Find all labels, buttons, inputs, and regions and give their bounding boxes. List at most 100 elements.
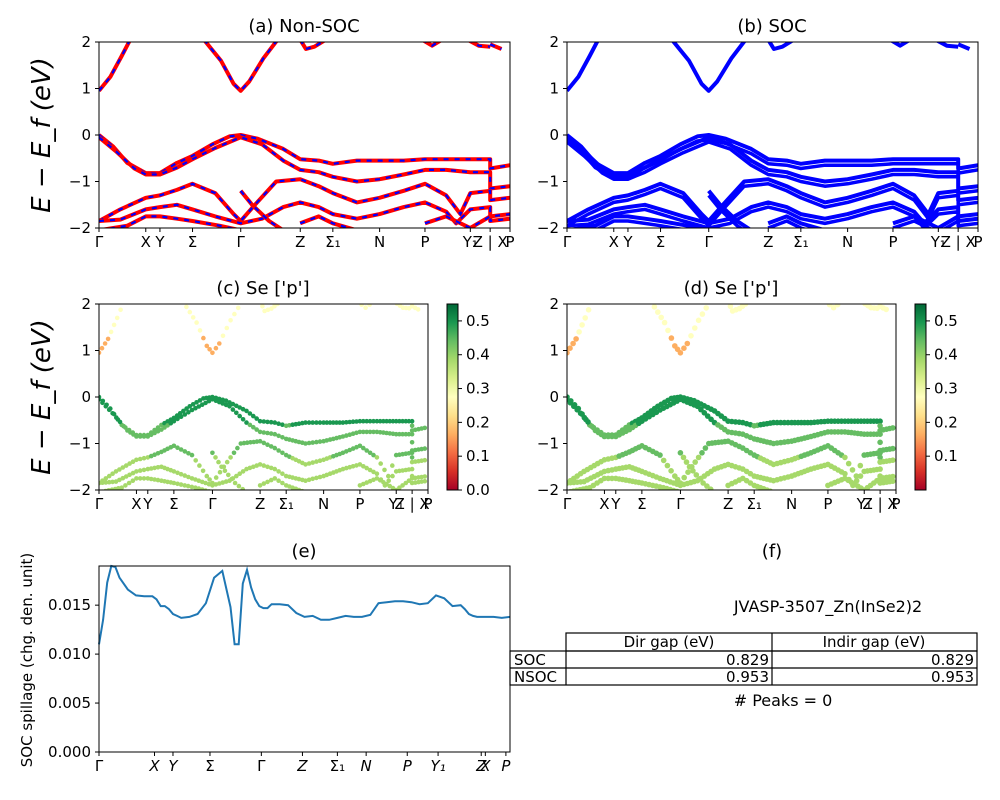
scatter-point	[727, 304, 734, 310]
scatter-point	[657, 452, 663, 458]
scatter-point	[114, 315, 120, 321]
x-tick-label: Y	[610, 495, 621, 513]
scatter-point	[268, 419, 274, 425]
scatter-point	[280, 480, 285, 486]
scatter-point	[189, 484, 195, 490]
scatter-point	[213, 345, 219, 351]
y-tick-label: 0.000	[48, 743, 91, 761]
scatter-point	[877, 466, 883, 472]
scatter-point	[148, 432, 154, 438]
scatter-point	[422, 425, 428, 431]
scatter-point	[668, 335, 675, 341]
scatter-point	[321, 420, 326, 425]
scatter-point	[579, 322, 585, 328]
x-tick-label: Σ₁	[746, 495, 762, 513]
scatter-point	[111, 322, 117, 328]
scatter-point	[361, 429, 366, 435]
scatter-point	[276, 421, 281, 427]
x-tick-label: P	[823, 495, 832, 513]
band-line	[892, 216, 978, 228]
scatter-point	[367, 450, 373, 456]
scatter-point	[100, 400, 105, 406]
scatter-point	[310, 440, 316, 445]
colorbar-tick-label: 0.4	[466, 346, 490, 364]
scatter-point	[134, 469, 139, 474]
scatter-point	[857, 462, 864, 469]
scatter-point	[374, 471, 380, 477]
x-tick-label: Z | X	[473, 233, 508, 251]
scatter-point	[237, 405, 242, 410]
y-tick-label: 0.005	[48, 694, 91, 712]
x-tick-label: N	[842, 233, 853, 251]
scatter-point	[229, 476, 234, 482]
scatter-point	[890, 473, 896, 480]
scatter-point	[361, 464, 366, 469]
scatter-point	[890, 445, 896, 452]
scatter-point	[148, 466, 154, 471]
scatter-point	[227, 400, 232, 405]
scatter-point	[235, 445, 240, 451]
band-line	[567, 200, 978, 226]
scatter-point	[257, 438, 263, 444]
y-tick-label: 2	[81, 33, 91, 51]
scatter-point	[877, 431, 883, 438]
scatter-point	[137, 434, 143, 439]
scatter-point	[695, 317, 702, 324]
scatter-point	[141, 434, 147, 439]
band-line	[100, 214, 240, 228]
scatter-point	[674, 488, 680, 490]
y-tick-label: 0	[81, 388, 91, 406]
scatter-point	[186, 410, 191, 415]
scatter-point	[303, 462, 308, 467]
y-tick-label: −1	[537, 173, 559, 191]
scatter-point	[367, 429, 373, 435]
band-line	[890, 42, 911, 48]
scatter-point	[276, 469, 281, 474]
band-line	[99, 178, 510, 223]
scatter-point	[204, 473, 210, 479]
table-cell-indir: 0.953	[931, 668, 974, 686]
band-line	[707, 194, 744, 228]
scatter-point	[257, 483, 263, 488]
scatter-point	[310, 460, 316, 465]
scatter-point	[692, 325, 698, 331]
band-line	[99, 200, 510, 226]
table-row-label: NSOC	[514, 668, 557, 686]
scatter-point	[374, 418, 380, 424]
scatter-point	[186, 451, 191, 456]
y-tick-label: −1	[69, 435, 91, 453]
x-tick-label: Σ	[205, 757, 214, 775]
scatter-point	[310, 420, 316, 425]
scatter-point	[230, 401, 236, 407]
scatter-point	[367, 304, 372, 307]
scatter-point	[216, 459, 221, 465]
x-tick-label: Γ	[563, 495, 572, 513]
band-line	[423, 42, 441, 47]
scatter-point	[110, 479, 115, 485]
scatter-point	[409, 431, 415, 437]
scatter-point	[203, 400, 208, 406]
band-ylabel-mid: E − E_f (eV)	[27, 319, 57, 475]
scatter-point	[194, 400, 199, 405]
scatter-point	[155, 477, 161, 483]
x-tick-label: Γ	[95, 233, 104, 251]
scatter-point	[409, 440, 415, 445]
scatter-point	[261, 481, 267, 486]
scatter-point	[877, 439, 883, 446]
scatter-point	[204, 343, 210, 349]
x-tick-label: Y	[622, 233, 633, 251]
x-tick-label: Y	[168, 757, 179, 775]
scatter-point	[175, 470, 180, 476]
scatter-point	[371, 429, 376, 435]
scatter-point	[386, 473, 391, 479]
band-line	[595, 219, 685, 228]
scatter-point	[226, 472, 231, 478]
scatter-point	[700, 480, 706, 486]
gap-table: Dir gap (eV) Indir gap (eV) SOC 0.829 0.…	[509, 632, 978, 686]
scatter-point	[364, 465, 370, 471]
scatter-point	[148, 476, 154, 482]
scatter-point	[265, 442, 270, 448]
scatter-point	[296, 487, 302, 490]
scatter-point	[207, 477, 212, 482]
